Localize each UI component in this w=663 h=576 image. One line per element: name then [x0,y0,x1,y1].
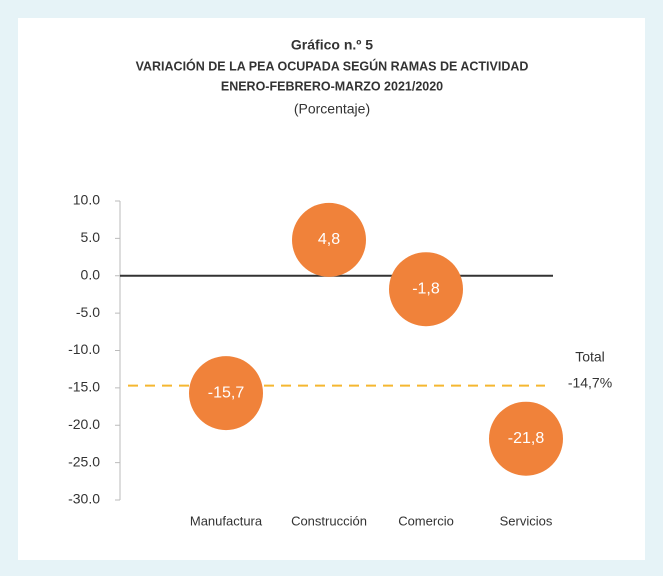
data-label: 4,8 [318,231,340,248]
x-tick-label: Comercio [398,513,454,528]
chart-title: Gráfico n.º 5 [291,37,373,53]
bubble [389,252,463,327]
y-tick-label: -20.0 [68,416,100,432]
data-label: -15,7 [208,384,245,401]
bubble [189,356,263,431]
y-tick-label: -30.0 [68,491,100,507]
y-tick-label: 10.0 [73,192,100,208]
y-tick-label: -25.0 [68,453,100,469]
chart-subtitle: ENERO-FEBRERO-MARZO 2021/2020 [221,79,443,93]
x-tick-label: Manufactura [190,513,263,528]
panel [18,18,645,560]
bubble [292,202,366,277]
x-tick-label: Construcción [291,513,367,528]
reference-label: -14,7% [568,374,612,390]
reference-name: Total [575,348,605,364]
y-tick-label: -10.0 [68,341,100,357]
data-label: -21,8 [508,430,545,447]
y-tick-label: 0.0 [81,266,101,282]
data-label: -1,8 [412,280,440,297]
unit-label: (Porcentaje) [294,101,370,117]
x-tick-label: Servicios [500,513,553,528]
y-tick-label: 5.0 [81,229,101,245]
y-tick-label: -15.0 [68,379,100,395]
chart-subtitle: VARIACIÓN DE LA PEA OCUPADA SEGÚN RAMAS … [136,58,529,73]
y-tick-label: -5.0 [76,304,100,320]
bubble [489,401,563,476]
